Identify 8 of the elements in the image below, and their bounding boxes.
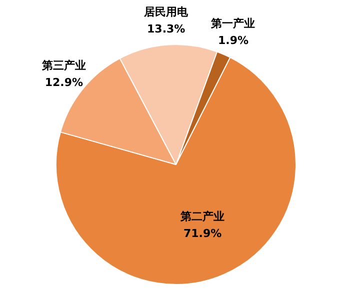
slice-label: 第一产业 <box>210 17 256 30</box>
data-label: 12.9% <box>44 76 84 89</box>
data-label: 1.9% <box>218 34 248 48</box>
data-label: 13.3% <box>147 22 186 36</box>
slice-label: 居民用电 <box>143 6 190 19</box>
slice-label: 第三产业 <box>40 58 86 72</box>
slice-label: 第二产业 <box>180 210 225 223</box>
data-label: 71.9% <box>183 226 222 240</box>
